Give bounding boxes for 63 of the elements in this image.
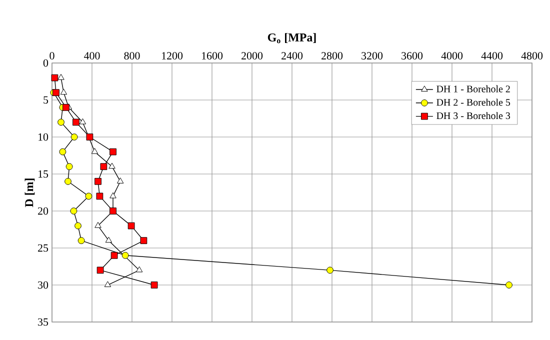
point [96, 192, 104, 200]
x-tick-label: 800 [124, 52, 140, 60]
point [116, 178, 124, 184]
point [108, 162, 116, 169]
point [136, 266, 143, 272]
text: G$_{o}$ [MPa] [268, 33, 316, 44]
point [110, 252, 118, 259]
x-tick-label: 2800 [322, 52, 343, 60]
point [506, 282, 512, 288]
legend-label: DH 2 - Borehole 5 [436, 98, 510, 106]
x-tick-label: 1600 [202, 52, 223, 60]
y-tick-label: 20 [38, 207, 48, 215]
point [66, 163, 73, 170]
x-tick-label: 0 [50, 52, 54, 60]
y-tick-label: 5 [44, 96, 48, 104]
point [59, 148, 66, 156]
point [105, 236, 112, 243]
x-tick-label: 2400 [282, 52, 303, 60]
y-tick-label: 0 [43, 59, 48, 67]
point [94, 178, 102, 185]
point [78, 237, 85, 244]
point [110, 192, 116, 198]
x-tick-label: 4400 [481, 52, 503, 60]
legend-label: DH 1 - Borehole 2 [436, 85, 510, 92]
x-tick-label: 3200 [362, 52, 383, 60]
point [91, 148, 98, 154]
point [110, 148, 116, 156]
y-tick-label: 15 [38, 170, 48, 178]
point [70, 208, 78, 214]
x-tick-label: 1200 [162, 52, 183, 60]
point [72, 118, 80, 126]
y-tick-label: 35 [38, 318, 48, 326]
legend-label: DH 3 - Borehole 3 [436, 112, 510, 120]
y-tick-label: 25 [38, 244, 48, 252]
point [100, 163, 108, 170]
y-tick-label: 30 [38, 281, 48, 289]
point [64, 178, 72, 185]
point [96, 266, 104, 274]
y-tick-label: 10 [38, 133, 48, 141]
point [128, 222, 135, 230]
point [58, 74, 64, 80]
point [74, 222, 82, 230]
y-axis-title: D [m] [24, 178, 35, 208]
x-tick-label: 3600 [402, 52, 423, 60]
point [150, 282, 158, 288]
point [58, 118, 64, 126]
point [70, 134, 78, 140]
point [79, 118, 86, 124]
point [122, 252, 129, 259]
point [86, 134, 94, 140]
point [104, 281, 112, 288]
point [60, 88, 68, 95]
x-tick-label: 2000 [242, 52, 263, 60]
point [51, 74, 58, 82]
x-tick-label: 400 [84, 52, 100, 60]
point [94, 222, 102, 228]
point [52, 89, 60, 96]
x-tick-label: 4000 [441, 52, 463, 60]
point [326, 266, 334, 274]
point [62, 104, 70, 111]
point [85, 192, 92, 200]
point [140, 237, 148, 244]
x-tick-label: 4800 [521, 52, 543, 60]
